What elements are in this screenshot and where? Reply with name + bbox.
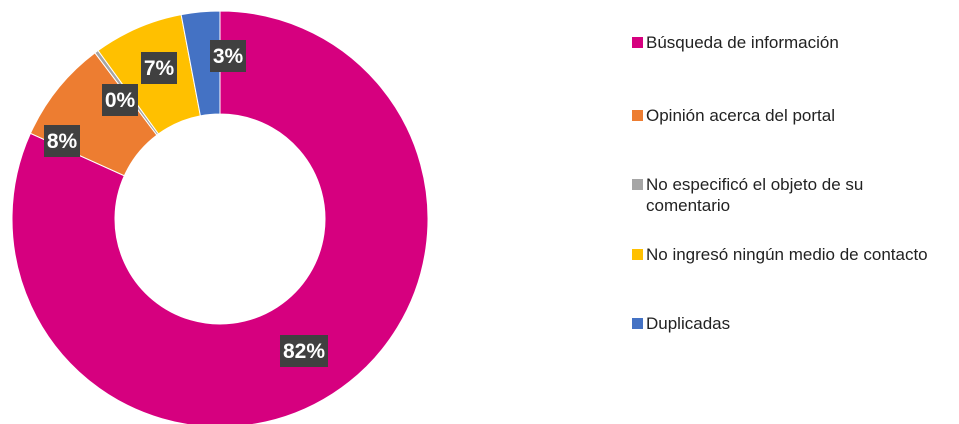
data-label-text-opinion: 8% (47, 130, 78, 153)
data-label-box-no-ingreso (141, 52, 177, 84)
legend-label-duplicadas: Duplicadas (646, 314, 731, 333)
legend-swatch-busqueda (632, 37, 643, 48)
donut-chart-svg: 82% 8% 0% 7% 3% (11, 10, 429, 424)
donut-slice-duplicadas (180, 10, 221, 117)
legend-label-busqueda: Búsqueda de información (646, 33, 839, 52)
legend-item-opinion: Opinión acerca del portal (632, 105, 956, 126)
legend-item-no-especifico: No especificó el objeto de su comentario (632, 174, 946, 216)
data-label-box-opinion (44, 125, 80, 157)
legend-swatch-no-especifico (632, 179, 643, 190)
legend-swatch-duplicadas (632, 318, 643, 329)
data-label-box-duplicadas (210, 40, 246, 72)
legend-label-no-ingreso: No ingresó ningún medio de contacto (646, 245, 928, 264)
legend-label-opinion: Opinión acerca del portal (646, 106, 836, 125)
data-label-opinion: 8% (44, 125, 80, 157)
legend-swatch-opinion (632, 110, 643, 121)
data-label-text-no-ingreso: 7% (144, 57, 175, 80)
legend-label-no-especifico: No especificó el objeto de su comentario (646, 175, 864, 215)
data-label-box-busqueda (280, 335, 328, 367)
legend-item-no-ingreso: No ingresó ningún medio de contacto (632, 244, 946, 265)
legend-item-busqueda: Búsqueda de información (632, 32, 956, 53)
data-label-busqueda: 82% (280, 335, 328, 367)
data-label-text-duplicadas: 3% (213, 45, 244, 68)
donut-slice-busqueda (11, 10, 429, 424)
data-label-box-no-especifico (102, 84, 138, 116)
data-label-text-busqueda: 82% (283, 340, 325, 363)
data-label-duplicadas: 3% (210, 40, 246, 72)
legend-item-duplicadas: Duplicadas (632, 313, 956, 334)
legend-swatch-no-ingreso (632, 249, 643, 260)
data-label-no-especifico: 0% (102, 84, 138, 116)
donut-chart: 82% 8% 0% 7% 3% (11, 10, 429, 424)
data-label-text-no-especifico: 0% (105, 89, 136, 112)
data-label-no-ingreso: 7% (141, 52, 177, 84)
